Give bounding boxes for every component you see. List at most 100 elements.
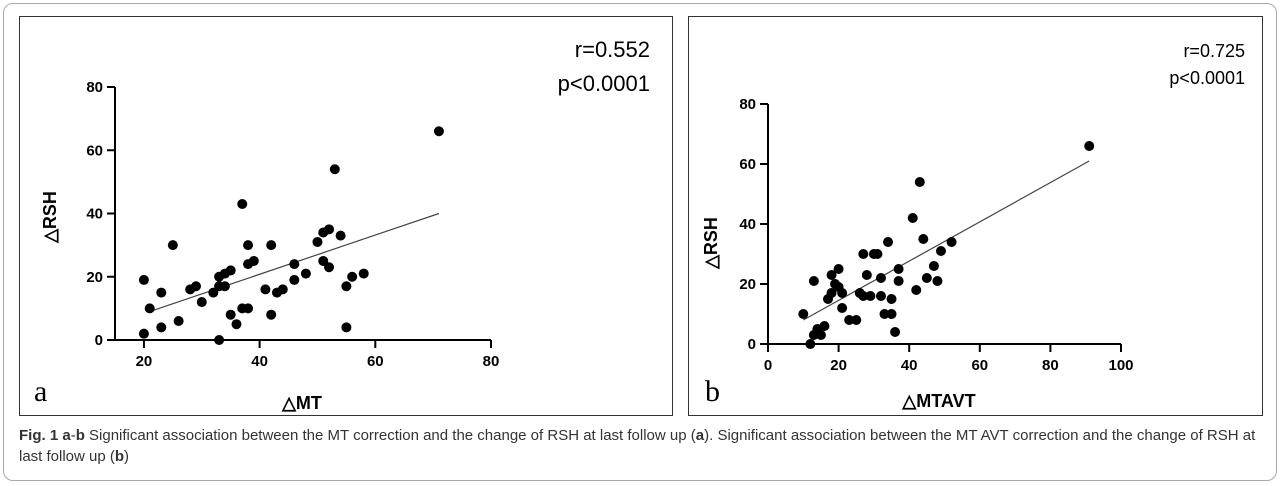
y-axis-label: △RSH	[701, 217, 721, 270]
y-tick-label: 20	[739, 276, 756, 293]
data-point	[341, 281, 352, 292]
caption-part: a	[695, 427, 705, 444]
x-tick-label: 80	[483, 353, 500, 370]
data-point	[819, 321, 830, 331]
data-point	[918, 234, 929, 244]
figure-frame	[3, 3, 1277, 481]
y-tick-label: 80	[86, 79, 103, 96]
data-point	[805, 339, 816, 349]
data-point	[225, 265, 236, 276]
figure-caption: Fig. 1 a-b Significant association betwe…	[19, 425, 1269, 467]
y-tick-label: 40	[86, 206, 103, 223]
data-point	[914, 177, 925, 187]
caption-part: )	[124, 448, 130, 465]
scatter-chart-a: 0 20 40 60 80 20 40 60 80 △MT △RSH r=0.552 p<0.0001 a	[34, 37, 650, 413]
y-tick-label: 40	[739, 216, 756, 233]
data-point	[875, 291, 886, 301]
caption-text: a-b Significant association between the …	[19, 427, 1255, 465]
caption-label: Fig. 1	[19, 427, 59, 444]
panel-letter: a	[34, 375, 47, 408]
caption-part: ). Significant association between the M…	[19, 427, 1256, 465]
data-point	[225, 309, 236, 320]
data-point	[1084, 141, 1095, 151]
data-point	[907, 213, 918, 223]
data-point	[243, 240, 254, 251]
x-tick-label: 40	[901, 357, 918, 374]
data-point	[243, 303, 254, 314]
y-tick-label: 20	[86, 269, 103, 286]
data-point	[219, 281, 230, 292]
data-point	[248, 255, 259, 266]
data-point	[289, 259, 300, 270]
data-point	[173, 316, 184, 327]
data-point	[928, 261, 939, 271]
data-point	[858, 291, 869, 301]
data-point	[167, 240, 178, 251]
data-point	[815, 330, 826, 340]
data-point	[837, 288, 848, 298]
y-tick-label: 60	[739, 156, 756, 173]
data-point	[879, 309, 890, 319]
data-point	[861, 270, 872, 280]
data-point	[837, 303, 848, 313]
x-tick-label: 20	[136, 353, 153, 370]
x-tick-label: 60	[367, 353, 384, 370]
caption-part: b	[114, 448, 125, 465]
data-point	[324, 262, 335, 273]
correlation-r: r=0.725	[1183, 41, 1245, 61]
data-point	[911, 285, 922, 295]
data-point	[138, 274, 149, 285]
caption-part: Significant association between the MT c…	[84, 427, 696, 444]
data-point	[833, 264, 844, 274]
scatter-chart-b: 0 20 40 60 80 0 20 40 60 80 100 △MTAVT △RSH r=0.725 p<…	[701, 41, 1245, 411]
x-tick-label: 60	[971, 357, 988, 374]
y-tick-label: 80	[739, 96, 756, 113]
data-point	[808, 276, 819, 286]
correlation-r: r=0.552	[575, 37, 650, 62]
data-point	[358, 268, 369, 279]
x-tick-label: 100	[1108, 357, 1133, 374]
x-tick-label: 0	[764, 357, 772, 374]
y-tick-label: 0	[95, 332, 103, 349]
data-point	[341, 322, 352, 333]
data-point	[932, 276, 943, 286]
data-point	[875, 273, 886, 283]
caption-part: a	[62, 427, 71, 444]
data-point	[156, 322, 167, 333]
x-tick-label: 40	[251, 353, 268, 370]
data-point	[329, 164, 340, 175]
data-point	[289, 274, 300, 285]
data-point	[886, 294, 897, 304]
data-point	[260, 284, 271, 295]
data-point	[826, 288, 837, 298]
data-point	[214, 335, 225, 345]
data-point	[312, 236, 323, 247]
x-tick-label: 80	[1042, 357, 1059, 374]
data-point	[190, 281, 201, 292]
data-point	[156, 287, 167, 298]
data-point	[935, 246, 946, 256]
x-axis-label: △MTAVT	[901, 391, 975, 411]
data-point	[144, 303, 155, 314]
data-point	[277, 284, 288, 295]
data-point	[208, 287, 219, 298]
chart-panel-b: 0 20 40 60 80 0 20 40 60 80 100 △MTAVT △RSH r=0.725 p<…	[688, 16, 1263, 416]
data-point	[851, 315, 862, 325]
y-tick-label: 60	[86, 142, 103, 159]
data-point	[335, 230, 346, 241]
regression-line	[803, 160, 1090, 321]
data-point	[893, 276, 904, 286]
x-axis-label: △MT	[281, 393, 322, 413]
data-point	[237, 199, 248, 210]
y-axis-label: △RSH	[40, 191, 60, 244]
caption-part: b	[75, 427, 85, 444]
data-point	[865, 291, 876, 301]
data-point	[324, 224, 335, 235]
data-point	[946, 237, 957, 247]
data-point	[883, 237, 894, 247]
data-point	[826, 270, 837, 280]
data-point	[893, 264, 904, 274]
data-point	[858, 249, 869, 259]
data-point	[196, 297, 207, 308]
data-point	[433, 126, 444, 137]
